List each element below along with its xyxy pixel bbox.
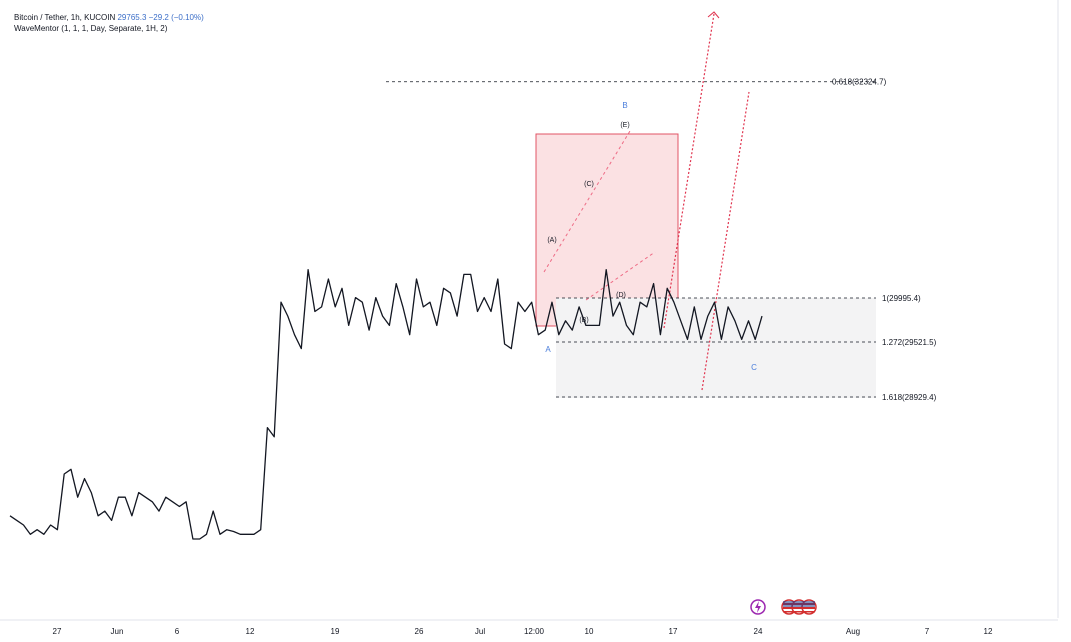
wave-triangle-box[interactable] bbox=[535, 133, 679, 327]
fib-label-3: 1.618(28929.4) bbox=[882, 393, 937, 402]
wave-label-c: C bbox=[751, 363, 757, 372]
x-tick-11: Aug bbox=[846, 627, 860, 636]
fib-label-1: 1(29995.4) bbox=[882, 294, 921, 303]
wave-label-minor-c: (C) bbox=[584, 181, 594, 188]
x-tick-1: Jun bbox=[111, 627, 124, 636]
x-tick-10: 24 bbox=[754, 627, 763, 636]
price-change: −29.2 (−0.10%) bbox=[148, 13, 204, 22]
wave-label-b: B bbox=[622, 101, 627, 110]
x-tick-0: 27 bbox=[53, 627, 62, 636]
x-tick-3: 12 bbox=[246, 627, 255, 636]
wave-labels: A B C (A) (B) (C) (D) (E) bbox=[545, 101, 757, 372]
x-tick-12: 7 bbox=[925, 627, 930, 636]
indicator-row[interactable]: WaveMentor (1, 1, 1, Day, Separate, 1H, … bbox=[14, 24, 168, 33]
x-tick-5: 26 bbox=[415, 627, 424, 636]
fib-label-2: 1.272(29521.5) bbox=[882, 338, 937, 347]
price-line bbox=[9, 269, 763, 540]
x-tick-13: 12 bbox=[984, 627, 993, 636]
wave-label-a: A bbox=[545, 345, 551, 354]
fib-lines bbox=[386, 81, 876, 398]
wave-label-minor-b: (B) bbox=[579, 317, 588, 324]
wave-label-minor-a: (A) bbox=[547, 237, 556, 244]
symbol-row: Bitcoin / Tether, 1h, KUCOIN 29765.3 −29… bbox=[14, 12, 204, 23]
chart-legend: Bitcoin / Tether, 1h, KUCOIN 29765.3 −29… bbox=[14, 12, 204, 34]
x-tick-6: Jul bbox=[475, 627, 485, 636]
symbol-title[interactable]: Bitcoin / Tether, 1h, KUCOIN bbox=[14, 13, 116, 22]
triangle-lower-line bbox=[585, 251, 656, 301]
time-axis[interactable]: 27 Jun 6 12 19 26 Jul 12:00 10 17 24 Aug 7 12 bbox=[53, 627, 993, 636]
x-tick-7: 12:00 bbox=[524, 627, 545, 636]
wave-label-minor-d: (D) bbox=[616, 292, 626, 299]
x-tick-8: 10 bbox=[585, 627, 594, 636]
us-flag-icon[interactable] bbox=[781, 599, 817, 615]
target-zone bbox=[556, 298, 876, 398]
projection-arrow-head bbox=[707, 11, 720, 19]
x-tick-9: 17 bbox=[669, 627, 678, 636]
fib-label-0: 0.618(32324.7) bbox=[832, 78, 887, 87]
projection-line-1 bbox=[663, 13, 715, 329]
wave-label-minor-e: (E) bbox=[620, 122, 629, 129]
last-price: 29765.3 bbox=[117, 13, 147, 22]
x-tick-4: 19 bbox=[331, 627, 340, 636]
projection-lines bbox=[543, 11, 750, 391]
lightning-icon[interactable] bbox=[750, 599, 766, 615]
x-tick-2: 6 bbox=[175, 627, 180, 636]
fib-labels: 0.618(32324.7) 1(29995.4) 1.272(29521.5) 1.… bbox=[832, 78, 937, 402]
